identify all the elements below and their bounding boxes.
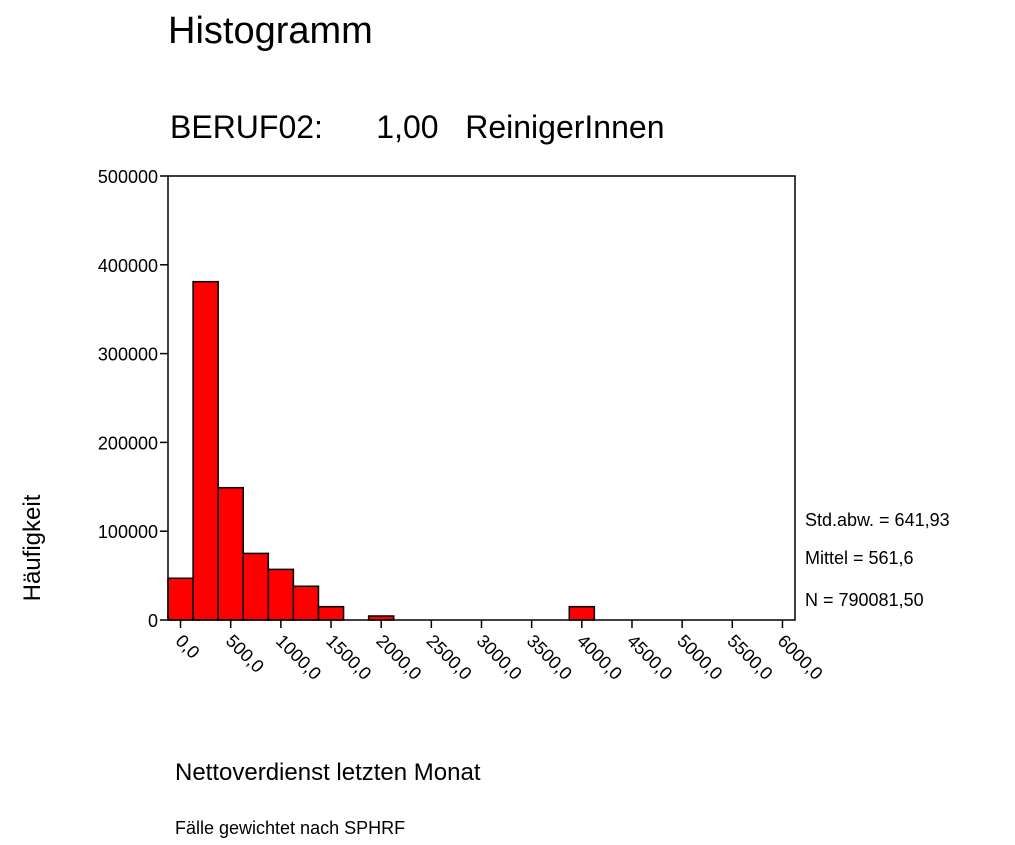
stat-annotation: N = 790081,50 [805, 590, 924, 610]
y-tick-label: 500000 [98, 167, 158, 187]
bar [167, 577, 194, 621]
bar [317, 605, 345, 621]
y-tick-label: 200000 [98, 433, 158, 453]
stat-annotation: Std.abw. = 641,93 [805, 510, 950, 530]
x-tick-label: 1500,0 [322, 631, 375, 684]
y-tick-label: 400000 [98, 256, 158, 276]
bar [242, 552, 270, 621]
footnote: Fälle gewichtet nach SPHRF [175, 818, 405, 838]
x-tick-label: 3000,0 [473, 631, 526, 684]
x-tick-label: 6000,0 [774, 631, 827, 684]
x-tick-label: 2000,0 [372, 631, 425, 684]
x-tick-label: 4500,0 [623, 631, 676, 684]
x-tick-label: 500,0 [222, 631, 268, 677]
bar [568, 605, 596, 621]
x-tick-label: 4000,0 [573, 631, 626, 684]
bar [267, 568, 295, 621]
x-tick-label: 5000,0 [673, 631, 726, 684]
bar [192, 280, 219, 621]
y-tick-label: 100000 [98, 522, 158, 542]
stat-annotation: Mittel = 561,6 [805, 548, 914, 568]
x-tick-label: 2500,0 [423, 631, 476, 684]
y-tick-label: 300000 [98, 345, 158, 365]
x-tick-label: 5500,0 [723, 631, 776, 684]
chart-subtitle: BERUF02: 1,00 ReinigerInnen [170, 109, 664, 145]
x-tick-label: 1000,0 [272, 631, 325, 684]
x-tick-label: 3500,0 [523, 631, 576, 684]
x-tick-label: 0,0 [172, 631, 204, 663]
bar [217, 486, 244, 621]
y-tick-label: 0 [148, 611, 158, 631]
x-axis-label: Nettoverdienst letzten Monat [175, 759, 481, 786]
bar [292, 585, 320, 621]
chart-title: Histogramm [168, 10, 373, 52]
y-axis-label: Häufigkeit [19, 494, 46, 601]
